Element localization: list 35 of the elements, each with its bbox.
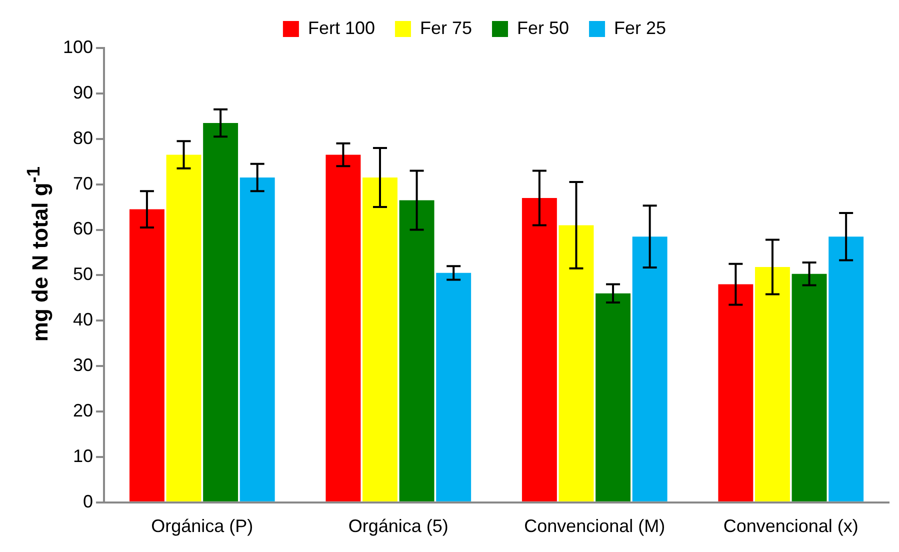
bar [240,178,275,502]
bar [203,122,238,502]
bar [399,200,434,502]
y-tick-label: 30 [73,355,94,376]
legend-label: Fer 25 [614,18,666,38]
y-tick-label: 70 [73,173,94,194]
legend-label: Fert 100 [308,18,375,38]
bar [166,154,202,502]
y-tick-label: 40 [73,310,94,330]
bar [326,154,361,502]
y-tick-label: 10 [73,446,94,466]
legend-label: Fer 75 [420,18,472,38]
bar [129,209,164,502]
y-tick-label: 20 [73,400,94,420]
bar [755,267,790,502]
x-tick-label: Convencional (M) [524,516,666,536]
y-tick-label: 80 [73,128,94,148]
y-tick-label: 0 [83,491,94,512]
bar [362,178,398,502]
bar [828,236,864,502]
legend-label: Fer 50 [517,18,570,38]
y-tick-label: 50 [73,264,94,284]
x-tick-label: Convencional (x) [723,516,858,536]
bar [436,272,472,502]
x-tick-label: Orgánica (P) [151,516,254,536]
bar [792,274,827,502]
bar [558,225,594,502]
bar [596,293,631,502]
bar [522,198,557,502]
bar [718,284,754,502]
x-tick-label: Orgánica (5) [348,516,448,536]
y-tick-label: 100 [62,36,94,57]
bar [632,236,668,502]
y-tick-label: 60 [73,218,94,239]
y-tick-label: 90 [73,82,94,102]
